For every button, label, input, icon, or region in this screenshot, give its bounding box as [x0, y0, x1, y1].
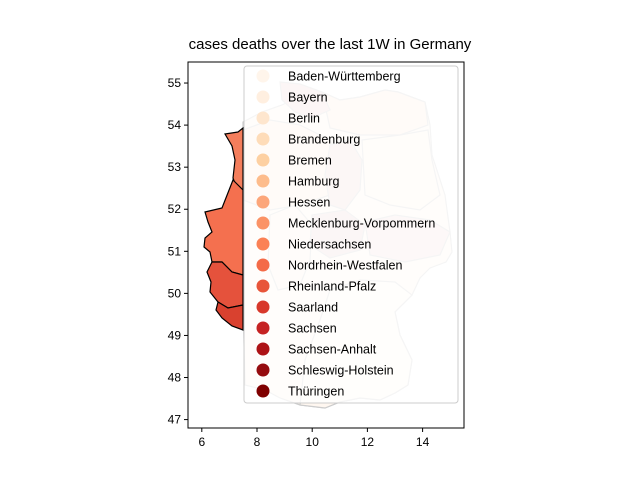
- y-tick-label: 48: [168, 371, 182, 385]
- x-tick-label: 6: [198, 435, 205, 449]
- y-tick-label: 52: [168, 202, 182, 216]
- x-tick-label: 14: [416, 435, 430, 449]
- legend-marker: [256, 90, 270, 104]
- legend-label: Mecklenburg-Vorpommern: [288, 217, 435, 231]
- axes-frame: [187, 61, 465, 429]
- legend-marker: [256, 279, 270, 293]
- legend-label: Niedersachsen: [288, 238, 371, 252]
- legend-label: Bayern: [288, 91, 328, 105]
- legend-marker: [256, 69, 270, 83]
- legend-label: Nordrhein-Westfalen: [288, 259, 402, 273]
- legend-label: Hessen: [288, 196, 330, 210]
- legend-marker: [256, 153, 270, 167]
- y-tick-label: 53: [168, 160, 182, 174]
- legend-label: Bremen: [288, 154, 332, 168]
- region-saarland: [215, 301, 244, 331]
- legend-marker: [256, 363, 270, 377]
- legend-marker: [256, 111, 270, 125]
- x-tick-label: 12: [361, 435, 375, 449]
- x-tick-label: 8: [254, 435, 261, 449]
- y-tick-label: 55: [168, 76, 182, 90]
- region-nordrhein-westfalen: [203, 178, 244, 276]
- legend-marker: [256, 342, 270, 356]
- legend-marker: [256, 195, 270, 209]
- legend-label: Brandenburg: [288, 133, 360, 147]
- legend-label: Rheinland-Pfalz: [288, 280, 376, 294]
- legend-label: Berlin: [288, 112, 320, 126]
- chart-title: cases deaths over the last 1W in Germany: [189, 36, 472, 53]
- legend-label: Thüringen: [288, 385, 344, 399]
- legend-marker: [256, 216, 270, 230]
- legend-label: Baden-Württemberg: [288, 70, 401, 84]
- legend-marker: [256, 300, 270, 314]
- legend-marker: [256, 174, 270, 188]
- legend-marker: [256, 132, 270, 146]
- legend-box: [243, 65, 459, 404]
- y-tick-label: 49: [168, 328, 182, 342]
- y-tick-label: 51: [168, 244, 182, 258]
- legend-label: Sachsen: [288, 322, 337, 336]
- legend: Baden-Württemberg Bayern Berlin Brandenburg…: [243, 65, 459, 404]
- y-axis-ticks: 47 48 49 50 51 52 53 54 55: [168, 76, 188, 427]
- x-axis-ticks: 6 8 10 12 14: [198, 428, 430, 449]
- legend-label: Hamburg: [288, 175, 339, 189]
- x-tick-label: 10: [306, 435, 320, 449]
- y-tick-label: 54: [168, 118, 182, 132]
- y-tick-label: 47: [168, 413, 182, 427]
- legend-label: Saarland: [288, 301, 338, 315]
- legend-marker: [256, 237, 270, 251]
- legend-marker: [256, 258, 270, 272]
- y-tick-label: 50: [168, 286, 182, 300]
- legend-marker: [256, 384, 270, 398]
- legend-label: Schleswig-Holstein: [288, 364, 394, 378]
- legend-label: Sachsen-Anhalt: [288, 343, 377, 357]
- legend-marker: [256, 321, 270, 335]
